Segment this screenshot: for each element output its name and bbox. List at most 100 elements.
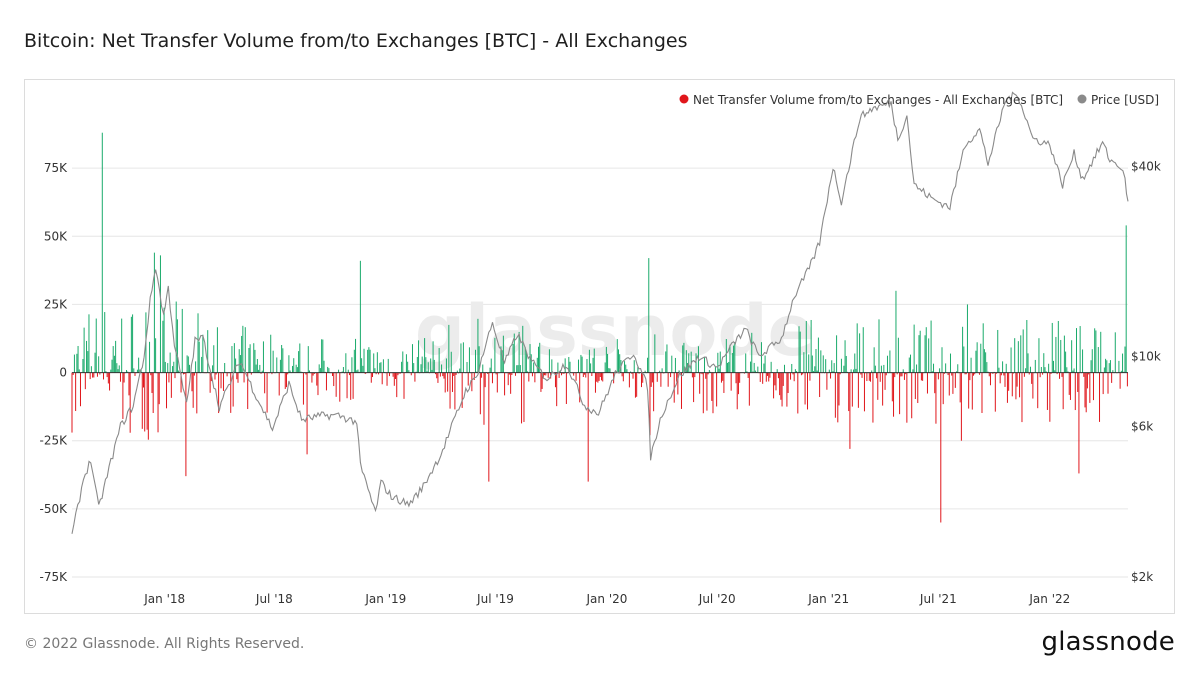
net-transfer-bar (954, 372, 956, 388)
net-transfer-bar (810, 319, 812, 373)
net-transfer-bar (764, 355, 766, 373)
net-transfer-bar (421, 356, 423, 373)
net-transfer-bar (1062, 372, 1064, 410)
net-transfer-bar (825, 359, 827, 373)
net-transfer-bar (633, 360, 635, 373)
net-transfer-bar (247, 372, 249, 410)
legend-item-net-transfer[interactable]: Net Transfer Volume from/to Exchanges - … (679, 93, 1064, 107)
net-transfer-bar (931, 371, 933, 373)
net-transfer-bar (355, 338, 357, 373)
net-transfer-bar (172, 366, 174, 373)
net-transfer-bar (924, 335, 926, 373)
net-transfer-bar (970, 357, 972, 373)
net-transfer-bar (144, 372, 146, 432)
net-transfer-bar (489, 367, 491, 373)
net-transfer-bar (341, 371, 343, 373)
net-transfer-bar (704, 357, 706, 373)
net-transfer-bar (328, 368, 330, 373)
net-transfer-bar (604, 362, 606, 373)
left-tick-label: 75K (44, 161, 68, 175)
net-transfer-bar (945, 363, 947, 373)
net-transfer-bar (558, 372, 560, 378)
net-transfer-bar (986, 362, 988, 373)
net-transfer-bar (462, 342, 464, 373)
net-transfer-bar (405, 354, 407, 373)
net-transfer-bar (624, 361, 626, 373)
net-transfer-bar (272, 350, 274, 373)
net-transfer-bar (674, 357, 676, 373)
net-transfer-bar (678, 370, 680, 373)
net-transfer-bar (897, 337, 899, 373)
net-transfer-bar (1005, 363, 1007, 373)
net-transfer-bar (949, 353, 951, 373)
left-tick-label: -25K (40, 434, 69, 448)
net-transfer-bar (192, 372, 194, 408)
net-transfer-bar (402, 351, 404, 373)
net-transfer-bar (1052, 360, 1054, 373)
net-transfer-bar (691, 372, 693, 378)
net-transfer-bar (729, 344, 731, 373)
net-transfer-bar (418, 340, 420, 373)
glassnode-logo[interactable]: glassnode (1041, 627, 1175, 657)
net-transfer-bar (1063, 335, 1065, 373)
net-transfer-bar (587, 372, 589, 482)
net-transfer-bar (957, 364, 959, 373)
legend-item-price[interactable]: Price [USD] (1077, 93, 1160, 107)
net-transfer-bar (1120, 370, 1122, 373)
net-transfer-bar (83, 327, 85, 373)
net-transfer-bar (212, 365, 214, 373)
net-transfer-bar (106, 372, 108, 378)
net-transfer-bar (1021, 372, 1023, 423)
net-transfer-bar (1016, 372, 1018, 387)
net-transfer-bar (739, 372, 741, 383)
net-transfer-bar (680, 372, 682, 409)
net-transfer-bar (372, 372, 374, 378)
net-transfer-bar (1020, 335, 1022, 373)
net-transfer-bar (441, 364, 443, 373)
net-transfer-bar (201, 356, 203, 373)
net-transfer-bar (586, 358, 588, 373)
net-transfer-bar (935, 372, 937, 424)
net-transfer-bar (159, 255, 161, 373)
net-transfer-bar (248, 347, 250, 373)
right-tick-label: $10k (1131, 349, 1161, 363)
net-transfer-bar (963, 346, 965, 373)
net-transfer-bar (437, 372, 439, 383)
net-transfer-bar (313, 372, 315, 374)
net-transfer-bar (877, 372, 879, 400)
legend-label-price: Price [USD] (1091, 93, 1159, 107)
net-transfer-bar (928, 338, 930, 373)
net-transfer-bar (942, 372, 944, 405)
net-transfer-bar (879, 372, 881, 382)
net-transfer-bar (849, 372, 851, 449)
net-transfer-bar (266, 372, 268, 413)
net-transfer-bar (407, 361, 409, 373)
x-axis: Jan '18 Jul '18 Jan '19 Jul '19 Jan '20 Jul '… (143, 592, 1070, 606)
net-transfer-bar (857, 372, 859, 408)
net-transfer-bar (1094, 328, 1096, 373)
net-transfer-bar (207, 330, 209, 373)
net-transfer-bar (992, 372, 994, 374)
net-transfer-bar (289, 370, 291, 373)
net-transfer-bar (561, 372, 563, 376)
net-transfer-bar (323, 360, 325, 373)
net-transfer-bar (592, 357, 594, 373)
net-transfer-bar (379, 362, 381, 373)
net-transfer-bar (997, 329, 999, 373)
net-transfer-bar (364, 372, 366, 375)
net-transfer-bar (903, 372, 905, 380)
net-transfer-bar (917, 372, 919, 404)
net-transfer-bar (224, 362, 226, 373)
net-transfer-bar (140, 369, 142, 373)
net-transfer-bar (1069, 372, 1071, 400)
net-transfer-bar (1017, 341, 1019, 373)
left-tick-label: -50K (40, 502, 69, 516)
net-transfer-bar (93, 372, 95, 378)
net-transfer-bar (760, 342, 762, 373)
net-transfer-bar (157, 372, 159, 433)
net-transfer-bar (92, 372, 94, 378)
net-transfer-bar (805, 320, 807, 373)
net-transfer-bar (862, 327, 864, 373)
net-transfer-bar (507, 372, 509, 386)
net-transfer-bar (1109, 360, 1111, 373)
